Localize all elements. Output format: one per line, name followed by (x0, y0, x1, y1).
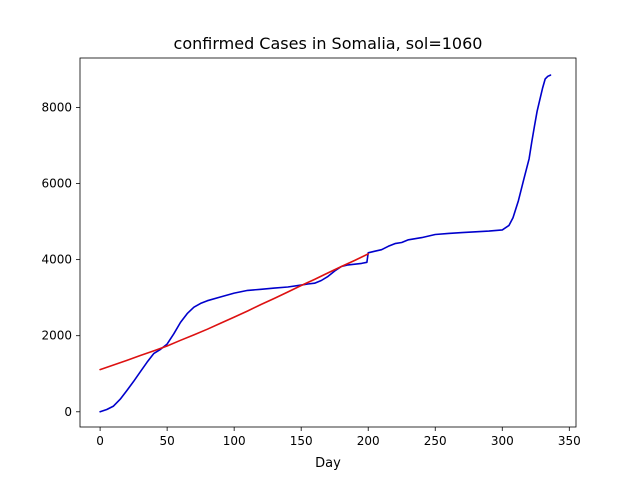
x-tick-label-4: 200 (357, 434, 380, 448)
y-tick-label-2: 4000 (41, 253, 72, 267)
chart-title: confirmed Cases in Somalia, sol=1060 (174, 34, 483, 53)
x-tick-label-0: 0 (96, 434, 104, 448)
y-tick-label-3: 6000 (41, 177, 72, 191)
x-tick-label-2: 100 (223, 434, 246, 448)
x-tick-label-5: 250 (424, 434, 447, 448)
x-axis-label: Day (315, 456, 341, 471)
x-tick-label-3: 150 (290, 434, 313, 448)
x-tick-label-6: 300 (491, 434, 514, 448)
y-tick-label-4: 8000 (41, 100, 72, 114)
x-tick-label-7: 350 (558, 434, 581, 448)
plot-frame (79, 57, 577, 428)
series-line-1 (99, 253, 370, 371)
y-tick-label-1: 2000 (41, 329, 72, 343)
plot-area: 0 50 100 150 200 250 300 350 0 2000 4000 6000 8000 (41, 57, 581, 448)
series-line-0 (99, 74, 552, 413)
x-tick-label-1: 50 (159, 434, 174, 448)
y-tick-label-0: 0 (64, 405, 72, 419)
